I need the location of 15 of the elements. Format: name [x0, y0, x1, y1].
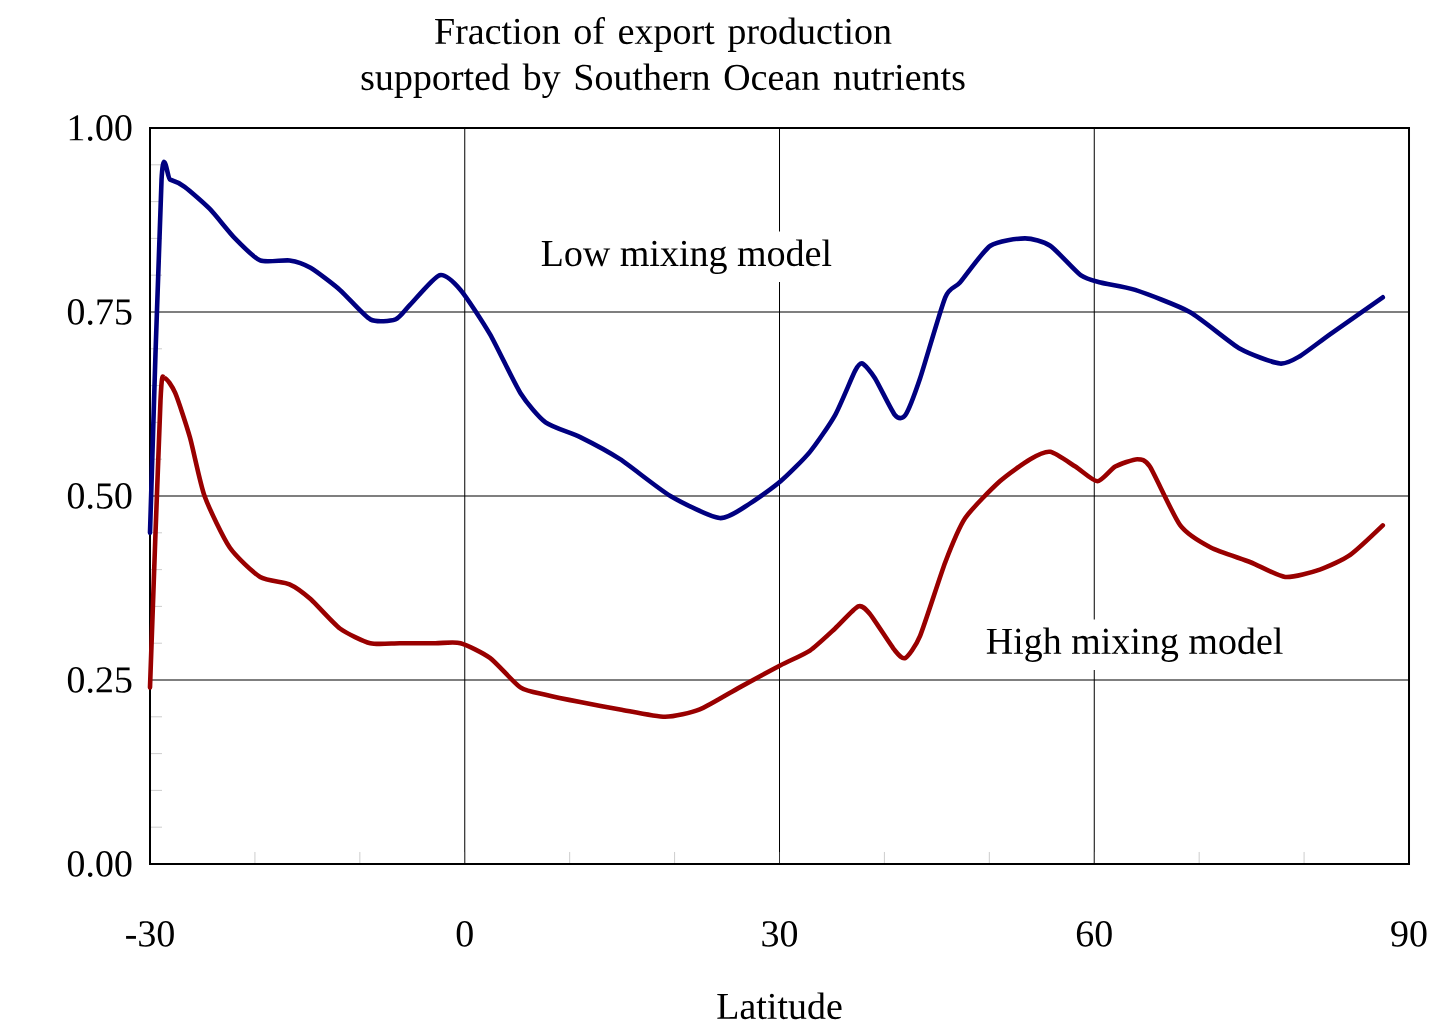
y-tick-label: 1.00 [69, 115, 132, 141]
x-tick-label: 0 [456, 921, 473, 947]
x-axis-title: Latitude [717, 992, 842, 1020]
x-tick-label: 30 [762, 921, 798, 947]
chart-title: Fraction of export production supported by Southern Ocean nutrients [361, 17, 965, 98]
line-series [147, 375, 1386, 720]
x-tick-label: 60 [1076, 921, 1112, 947]
y-tick-label: 0.75 [67, 299, 132, 325]
y-tick-label: 0.00 [67, 851, 132, 877]
y-tick-label: 0.25 [67, 667, 132, 693]
series-label: High mixing model [986, 627, 1283, 662]
x-tick-label: -30 [126, 921, 174, 947]
x-tick-label: 90 [1391, 921, 1427, 947]
y-tick-label: 0.50 [67, 483, 132, 509]
series-label: Low mixing model [541, 239, 832, 275]
